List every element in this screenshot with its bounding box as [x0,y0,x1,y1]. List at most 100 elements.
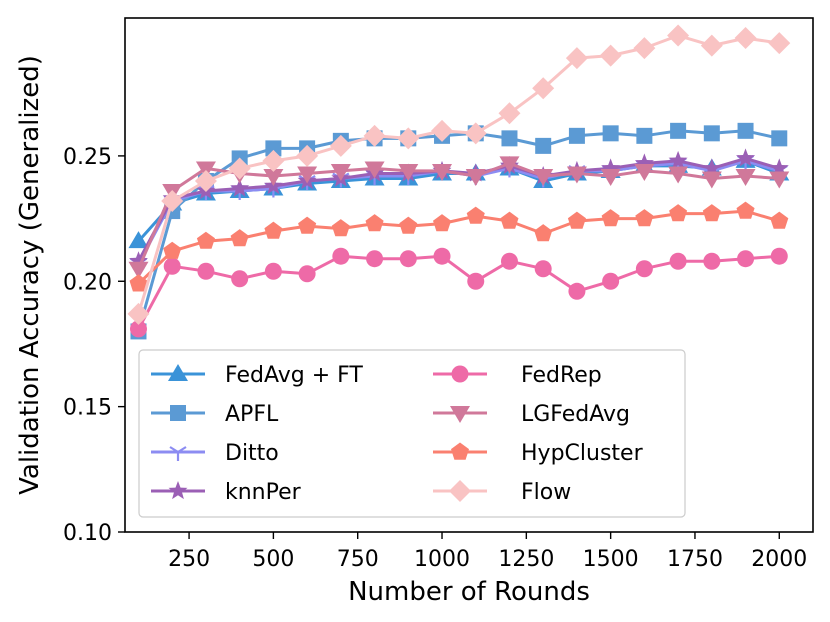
data-point-fedrep [770,247,788,265]
data-point-lgfedavg [263,168,284,186]
data-point-flow [464,122,487,145]
legend-label: HypCluster [521,441,644,466]
plot-area [127,24,791,340]
y-tick-label: 0.25 [63,145,112,170]
legend: FedAvg + FT APFL Ditto knnPer FedRep LGFedAvg… [138,349,686,518]
data-point-knnper [230,178,250,197]
legend-marker-fedrep [451,365,469,383]
legend-label: APFL [225,402,279,427]
data-point-lgfedavg [195,161,216,179]
data-point-lgfedavg [297,166,318,184]
data-point-apfl [535,137,552,154]
data-point-flow [599,44,622,67]
legend-label: FedRep [521,363,602,388]
y-tick-label: 0.20 [63,270,112,295]
data-point-fedrep [467,272,485,290]
data-point-flow [228,157,251,180]
data-point-lgfedavg [600,168,621,186]
series-fedrep [129,247,788,338]
x-tick-label: 500 [252,547,294,572]
data-point-lgfedavg [668,166,689,184]
x-axis-label: Number of Rounds [348,577,590,607]
data-point-flow [734,27,757,50]
data-point-fedrep [264,262,282,280]
data-point-lgfedavg [533,168,554,186]
legend-item-knnper: knnPer [151,480,302,505]
data-point-knnper [634,153,654,172]
series-flow [127,24,791,325]
legend-marker-apfl [170,405,186,421]
y-tick-label: 0.10 [63,521,112,546]
data-point-flow [161,190,184,213]
legend-item-lgfedavg: LGFedAvg [433,402,630,427]
data-point-fedrep [433,247,451,265]
data-point-apfl [703,125,720,142]
data-point-fedrep [500,252,518,270]
data-point-hypcluster [635,209,654,227]
data-point-lgfedavg [465,168,486,186]
legend-label: knnPer [225,480,302,505]
data-point-fedrep [737,250,755,268]
legend-marker-hypcluster [451,442,469,460]
data-point-lgfedavg [499,156,520,174]
data-point-fedrep [231,270,249,288]
data-point-fedrep [332,247,350,265]
legend-item-ditto: Ditto [151,441,279,466]
series-apfl [130,122,788,340]
data-point-hypcluster [331,219,350,237]
x-tick-label: 1250 [498,547,554,572]
data-point-flow [431,119,454,142]
data-point-hypcluster [433,214,452,232]
data-point-hypcluster [298,216,317,234]
data-point-lgfedavg [330,163,351,181]
data-point-apfl [501,130,518,147]
data-point-lgfedavg [634,163,655,181]
data-point-lgfedavg [398,163,419,181]
data-point-hypcluster [500,211,519,229]
data-point-flow [700,34,723,57]
data-point-knnper [601,158,621,177]
data-point-flow [768,32,791,55]
data-point-hypcluster [196,231,215,249]
data-point-flow [262,149,285,172]
data-point-knnper [736,148,756,167]
x-tick-label: 250 [168,547,210,572]
legend-label: Ditto [225,441,279,466]
x-tick-label: 2000 [751,547,807,572]
data-point-flow [532,77,555,100]
data-point-fedrep [669,252,687,270]
data-point-apfl [602,125,619,142]
y-tick-label: 0.15 [63,396,112,421]
legend-item-fedavg-ft: FedAvg + FT [151,363,363,388]
data-point-apfl [568,127,585,144]
legend-label: Flow [521,480,571,505]
data-point-apfl [737,122,754,139]
legend-marker-knnper [168,481,188,500]
data-point-apfl [771,130,788,147]
data-point-hypcluster [399,216,418,234]
x-tick-label: 1000 [414,547,470,572]
legend-item-flow: Flow [433,480,571,505]
data-point-flow [633,37,656,60]
legend-marker-flow [449,480,471,502]
data-point-knnper [769,158,789,177]
data-point-fedrep [568,282,586,300]
data-point-flow [565,47,588,70]
data-point-hypcluster [736,201,755,219]
data-point-lgfedavg [432,163,453,181]
legend-item-hypcluster: HypCluster [433,441,644,466]
data-point-hypcluster [770,211,789,229]
legend-item-apfl: APFL [151,402,279,427]
x-tick-label: 1750 [667,547,723,572]
data-point-hypcluster [567,211,586,229]
data-point-hypcluster [163,241,182,259]
data-point-flow [363,124,386,147]
data-point-hypcluster [466,206,485,224]
legend-marker-ditto [169,446,187,461]
data-point-knnper [702,158,722,177]
data-point-lgfedavg [701,171,722,189]
plot-frame [124,17,814,533]
data-point-knnper [668,150,688,169]
data-point-fedrep [129,320,147,338]
